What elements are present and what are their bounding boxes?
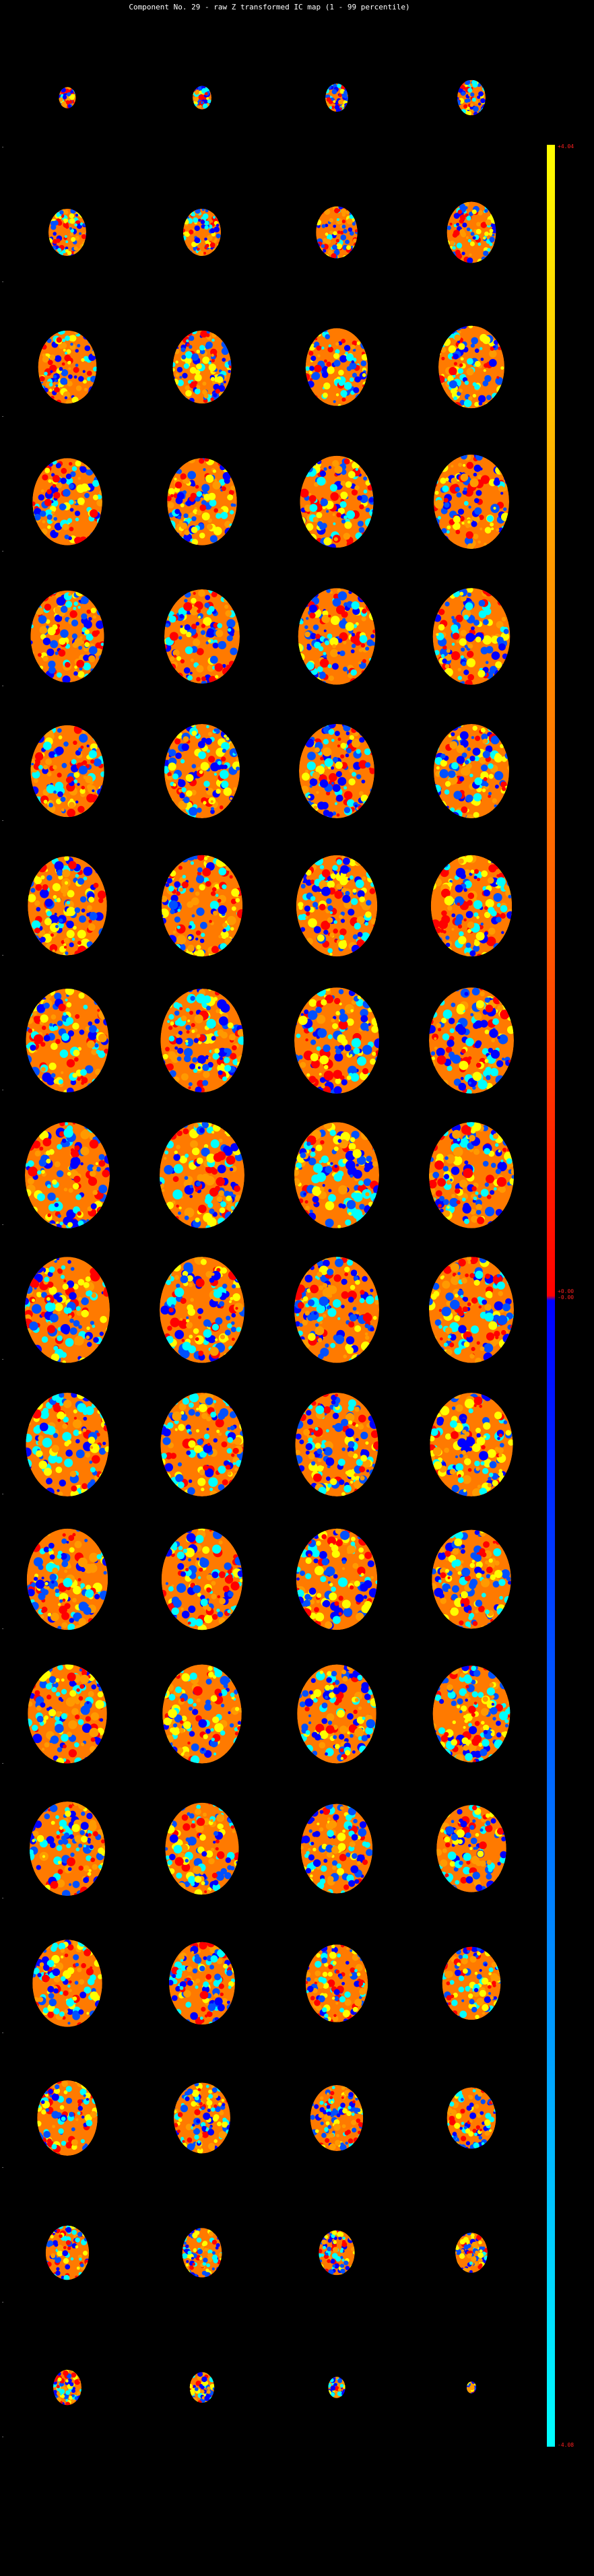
brain-slice [319, 2230, 355, 2276]
brain-slice [189, 2372, 215, 2403]
brain-slice [467, 2381, 476, 2393]
brain-slice [30, 725, 104, 818]
brain-slice [296, 855, 378, 957]
brain-slice [305, 1944, 368, 2022]
row-marker: · [1, 145, 5, 150]
brain-slice [30, 590, 104, 683]
row-marker: · [1, 2300, 5, 2305]
row-marker: · [1, 1626, 5, 1632]
brain-slice [310, 2085, 364, 2151]
brain-slice [297, 1664, 376, 1764]
brain-slice [160, 1257, 244, 1363]
brain-slice [442, 1946, 501, 2020]
brain-slice [165, 1802, 239, 1895]
brain-slice [160, 1393, 244, 1496]
row-marker: · [1, 2030, 5, 2036]
colorbar-min-label: -4.08 [558, 2442, 574, 2448]
brain-slice [30, 1802, 105, 1896]
row-marker: · [1, 1761, 5, 1766]
brain-slice [432, 1529, 511, 1629]
row-marker: · [1, 1222, 5, 1228]
brain-slice [162, 1664, 242, 1764]
brain-slice [298, 588, 376, 685]
brain-slice [328, 2377, 345, 2398]
brain-slice [25, 1257, 110, 1363]
row-marker: · [1, 953, 5, 958]
brain-slice [294, 1257, 379, 1363]
brain-slice [59, 87, 76, 108]
brain-slice [455, 2233, 488, 2273]
brain-slice [438, 325, 504, 409]
brain-slice [299, 724, 374, 818]
brain-slice [193, 86, 211, 110]
brain-slice [28, 856, 107, 956]
colorbar-max-label: +4.04 [558, 143, 574, 150]
row-marker: · [1, 684, 5, 689]
brain-slice [164, 589, 240, 684]
brain-slice [32, 458, 102, 546]
brain-slice [434, 455, 509, 549]
brain-slice [447, 2087, 496, 2149]
brain-slice [294, 1122, 379, 1228]
slice-grid: · · · · · · · · · · · · · · · · · · [1, 79, 514, 2440]
brain-slice [316, 206, 358, 259]
brain-slice [160, 989, 244, 1092]
row-marker: · [1, 549, 5, 554]
colorbar-zero-neg-label: -0.00 [558, 1294, 574, 1300]
brain-slice [161, 855, 243, 957]
brain-slice [294, 987, 379, 1094]
brain-slice [167, 458, 237, 546]
brain-slice [45, 2225, 90, 2280]
brain-slice [432, 588, 510, 685]
brain-slice [430, 855, 513, 957]
brain-slice [32, 1940, 102, 2027]
brain-slice [429, 1257, 514, 1363]
row-marker: · [1, 2165, 5, 2171]
brain-slice [432, 1665, 510, 1762]
brain-slice [436, 1805, 506, 1892]
brain-slice [447, 201, 496, 263]
brain-slice [429, 987, 514, 1094]
brain-slice [296, 1528, 378, 1630]
brain-slice [182, 2228, 222, 2278]
brain-slice [325, 84, 348, 112]
row-marker: · [1, 414, 5, 420]
brain-slice [434, 724, 509, 818]
row-marker: · [1, 1357, 5, 1362]
brain-slice [183, 209, 221, 256]
brain-slice [429, 1122, 514, 1228]
brain-slice [305, 328, 368, 406]
brain-slice [53, 2369, 81, 2406]
brain-slice [174, 2082, 230, 2154]
brain-slice [457, 79, 486, 116]
colorbar-zero-pos-label: +0.00 [558, 1288, 574, 1294]
brain-slice [169, 1942, 235, 2025]
brain-slice [28, 1664, 107, 1764]
brain-slice [26, 1528, 108, 1630]
colorbar [547, 145, 555, 2447]
brain-slice [295, 1393, 378, 1496]
brain-slice [300, 455, 374, 548]
brain-slice [161, 1528, 243, 1630]
brain-slice [48, 209, 86, 256]
row-marker: · [1, 2435, 5, 2440]
row-marker: · [1, 1896, 5, 1901]
brain-slice [430, 1393, 513, 1496]
brain-slice [172, 330, 232, 404]
brain-slice [37, 2080, 98, 2156]
brain-slice [26, 1393, 109, 1496]
row-marker: · [1, 279, 5, 285]
row-marker: · [1, 818, 5, 824]
brain-slice [26, 989, 109, 1092]
brain-slice [300, 1804, 373, 1894]
brain-slice [38, 330, 97, 404]
figure-title: Component No. 29 - raw Z transformed IC … [129, 3, 410, 11]
brain-slice [25, 1122, 110, 1228]
brain-slice [160, 1122, 244, 1228]
row-marker: · [1, 1492, 5, 1497]
row-marker: · [1, 1088, 5, 1093]
brain-slice [164, 724, 240, 818]
